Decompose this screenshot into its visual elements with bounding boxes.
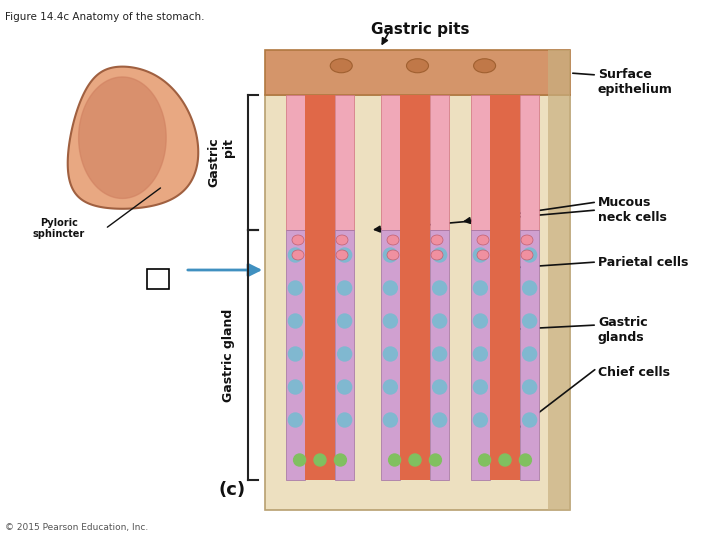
Text: Gastric
pit: Gastric pit <box>207 138 235 187</box>
Text: Mucous
neck cells: Mucous neck cells <box>598 196 667 224</box>
Circle shape <box>433 413 446 427</box>
FancyBboxPatch shape <box>265 50 570 95</box>
Ellipse shape <box>474 59 495 73</box>
Circle shape <box>383 347 397 361</box>
Circle shape <box>383 413 397 427</box>
Ellipse shape <box>336 250 348 260</box>
Circle shape <box>338 248 351 262</box>
Circle shape <box>523 380 536 394</box>
Circle shape <box>383 380 397 394</box>
FancyBboxPatch shape <box>381 95 400 230</box>
Ellipse shape <box>292 235 304 245</box>
Circle shape <box>473 347 487 361</box>
Circle shape <box>338 347 351 361</box>
Ellipse shape <box>477 250 489 260</box>
FancyBboxPatch shape <box>336 230 354 480</box>
Ellipse shape <box>292 250 304 260</box>
Circle shape <box>479 454 490 466</box>
FancyBboxPatch shape <box>147 269 169 289</box>
Circle shape <box>288 281 302 295</box>
Circle shape <box>523 347 536 361</box>
Circle shape <box>338 314 351 328</box>
FancyBboxPatch shape <box>400 95 431 230</box>
Circle shape <box>338 380 351 394</box>
Text: (c): (c) <box>218 481 246 499</box>
Circle shape <box>314 454 326 466</box>
Text: Surface
epithelium: Surface epithelium <box>598 68 673 96</box>
FancyBboxPatch shape <box>471 95 490 230</box>
FancyBboxPatch shape <box>400 230 431 480</box>
FancyBboxPatch shape <box>431 230 449 480</box>
Text: Gastric pits: Gastric pits <box>371 22 469 37</box>
Circle shape <box>288 380 302 394</box>
FancyBboxPatch shape <box>381 230 400 480</box>
Ellipse shape <box>336 235 348 245</box>
Ellipse shape <box>407 59 428 73</box>
FancyBboxPatch shape <box>548 50 570 510</box>
Circle shape <box>523 413 536 427</box>
Circle shape <box>473 281 487 295</box>
FancyBboxPatch shape <box>490 230 521 480</box>
FancyBboxPatch shape <box>431 95 449 230</box>
Text: Parietal cells: Parietal cells <box>598 255 688 268</box>
FancyBboxPatch shape <box>521 230 539 480</box>
FancyBboxPatch shape <box>471 230 490 480</box>
Circle shape <box>523 314 536 328</box>
Circle shape <box>473 314 487 328</box>
Circle shape <box>338 281 351 295</box>
Circle shape <box>499 454 511 466</box>
Text: Gastric
glands: Gastric glands <box>598 316 647 344</box>
Ellipse shape <box>387 250 399 260</box>
Text: © 2015 Pearson Education, Inc.: © 2015 Pearson Education, Inc. <box>5 523 148 532</box>
Text: Figure 14.4c Anatomy of the stomach.: Figure 14.4c Anatomy of the stomach. <box>5 12 204 22</box>
Ellipse shape <box>387 235 399 245</box>
FancyBboxPatch shape <box>521 95 539 230</box>
Circle shape <box>383 314 397 328</box>
Circle shape <box>334 454 346 466</box>
Circle shape <box>288 248 302 262</box>
FancyBboxPatch shape <box>305 230 336 480</box>
Circle shape <box>473 248 487 262</box>
Circle shape <box>294 454 305 466</box>
Circle shape <box>523 248 536 262</box>
Circle shape <box>389 454 400 466</box>
Ellipse shape <box>521 235 533 245</box>
Text: Gastric gland: Gastric gland <box>222 308 235 402</box>
Circle shape <box>519 454 531 466</box>
Circle shape <box>383 248 397 262</box>
Circle shape <box>473 380 487 394</box>
Circle shape <box>433 248 446 262</box>
Circle shape <box>523 281 536 295</box>
Circle shape <box>383 281 397 295</box>
Ellipse shape <box>431 250 443 260</box>
FancyBboxPatch shape <box>305 95 336 230</box>
Text: Chief cells: Chief cells <box>598 366 670 379</box>
Circle shape <box>433 380 446 394</box>
Circle shape <box>433 281 446 295</box>
Circle shape <box>288 413 302 427</box>
Circle shape <box>288 347 302 361</box>
FancyBboxPatch shape <box>336 95 354 230</box>
Ellipse shape <box>431 235 443 245</box>
Circle shape <box>473 413 487 427</box>
Circle shape <box>338 413 351 427</box>
FancyBboxPatch shape <box>286 95 305 230</box>
Ellipse shape <box>521 250 533 260</box>
Ellipse shape <box>330 59 352 73</box>
Circle shape <box>433 347 446 361</box>
Circle shape <box>433 314 446 328</box>
Circle shape <box>409 454 421 466</box>
FancyBboxPatch shape <box>490 95 521 230</box>
Ellipse shape <box>477 235 489 245</box>
Circle shape <box>429 454 441 466</box>
FancyBboxPatch shape <box>265 95 570 510</box>
Circle shape <box>288 314 302 328</box>
FancyBboxPatch shape <box>286 230 305 480</box>
